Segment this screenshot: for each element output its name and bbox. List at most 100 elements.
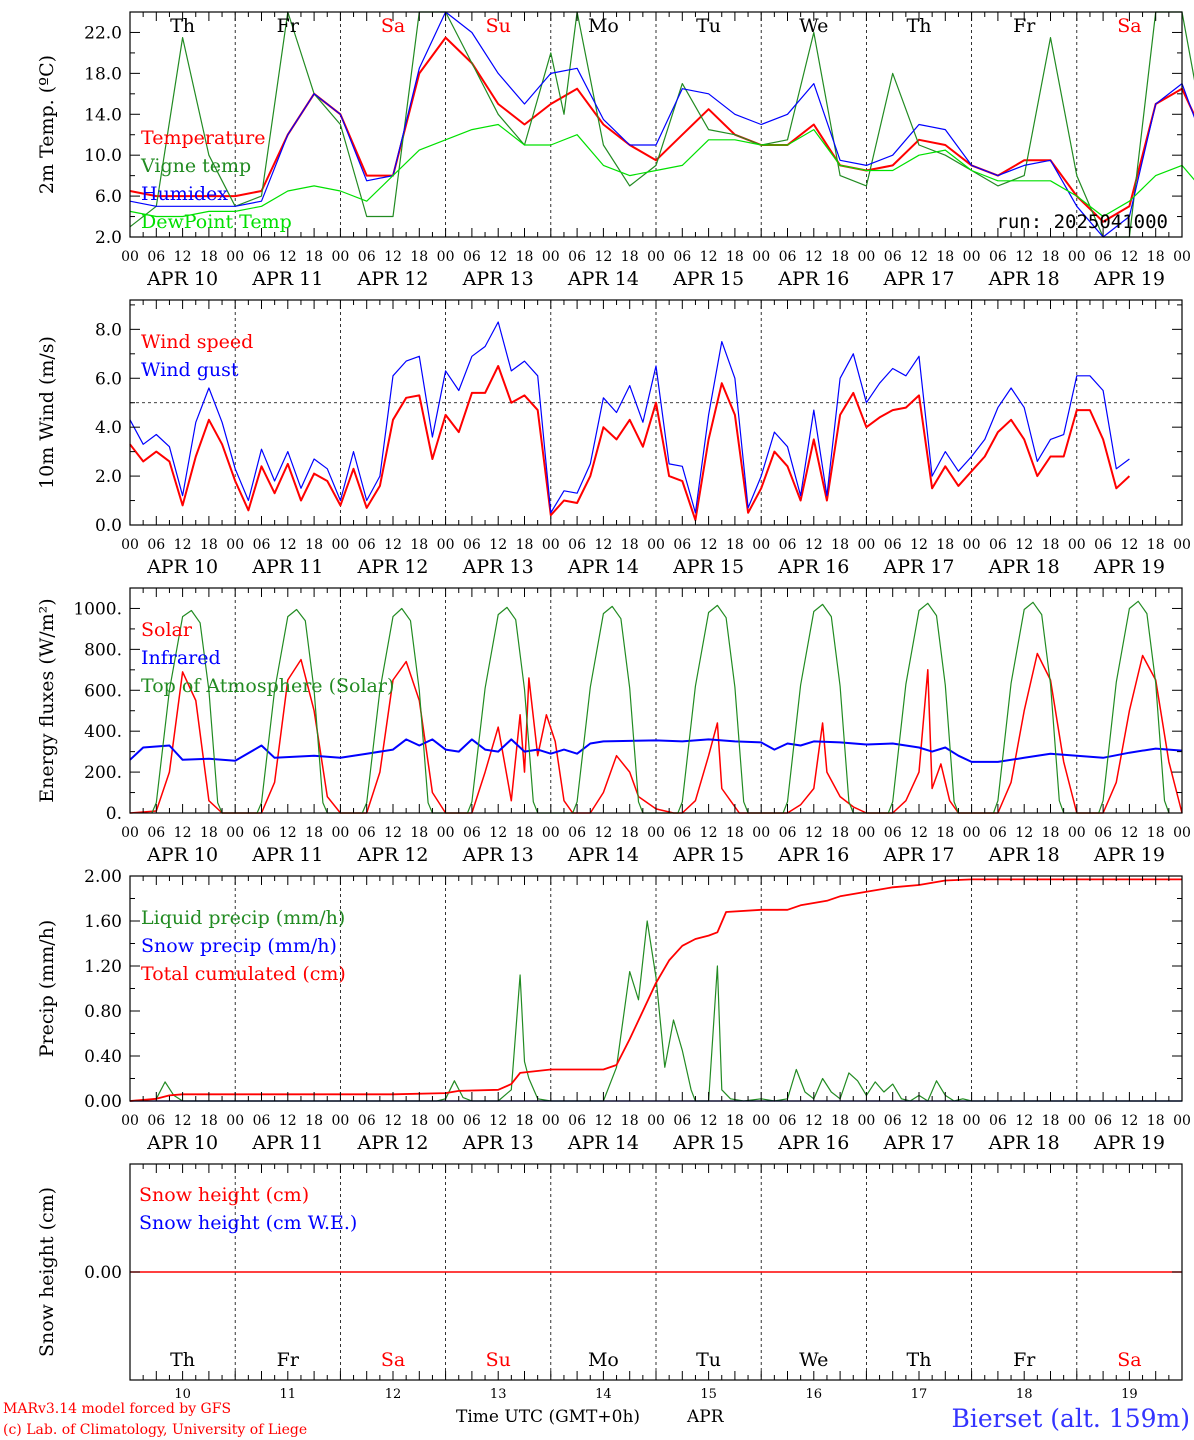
- run-label: run: 2025041000: [996, 211, 1168, 233]
- hour-label: 06: [147, 1113, 165, 1129]
- month-label: APR: [686, 1407, 725, 1427]
- day-name: Th: [907, 15, 932, 37]
- hour-label: 00: [647, 1113, 665, 1129]
- hour-label: 06: [253, 825, 271, 841]
- hour-label: 00: [542, 1113, 560, 1129]
- date-label: APR 12: [356, 844, 428, 866]
- date-label: APR 15: [672, 844, 744, 866]
- y-tick-label: 2.0: [95, 467, 122, 487]
- date-label: APR 19: [1093, 556, 1165, 578]
- day-name: Th: [170, 15, 195, 37]
- hour-label: 00: [437, 1113, 455, 1129]
- date-label: APR 16: [777, 844, 849, 866]
- y-tick-label: 0.40: [84, 1047, 122, 1067]
- panel-3: 0. 200. 400. 600. 800. 1000. Energy fluxes (W/…: [36, 587, 1191, 866]
- hour-label: 18: [621, 1113, 639, 1129]
- date-label: APR 17: [882, 556, 954, 578]
- hour-label: 00: [331, 537, 349, 553]
- y-tick-label: 8.0: [95, 320, 122, 340]
- hour-label: 12: [910, 249, 928, 265]
- hour-label: 00: [857, 537, 875, 553]
- hour-label: 06: [358, 249, 376, 265]
- day-number: 16: [806, 1387, 823, 1402]
- hour-label: 12: [594, 1113, 612, 1129]
- hour-label: 06: [1094, 249, 1112, 265]
- hour-label: 12: [1120, 825, 1138, 841]
- date-label: APR 13: [462, 556, 534, 578]
- day-name: Sa: [1117, 1349, 1141, 1371]
- day-name: Su: [486, 15, 511, 37]
- hour-label: 06: [989, 249, 1007, 265]
- y-tick-label: 0.: [106, 804, 122, 824]
- hour-label: 00: [857, 1113, 875, 1129]
- hour-label: 06: [568, 249, 586, 265]
- y-tick-label: 1.60: [84, 912, 122, 932]
- legend-entry-3: Top of Atmosphere (Solar): [141, 675, 394, 697]
- hour-label: 18: [726, 825, 744, 841]
- day-number: 14: [595, 1387, 612, 1402]
- legend-entry-1: Snow height (cm): [139, 1184, 309, 1206]
- day-name: Th: [907, 1349, 932, 1371]
- date-label: APR 10: [146, 556, 218, 578]
- panel-1: 2.0 6.0 10.0 14.0 18.0 22.0 2m Temp. (ºC) Tempe…: [36, 11, 1194, 290]
- hour-label: 18: [200, 537, 218, 553]
- hour-label: 18: [516, 249, 534, 265]
- hour-label: 18: [1147, 537, 1165, 553]
- hour-label: 06: [253, 249, 271, 265]
- y-tick-label: 600.: [84, 681, 122, 701]
- panel-5: 0.00 Snow height (cm) Snow height (cm) Snow…: [36, 1163, 1183, 1402]
- hour-label: 06: [358, 1113, 376, 1129]
- legend-entry-1: Temperature: [141, 127, 265, 149]
- y-tick-label: 0.00: [84, 1263, 122, 1283]
- y-axis-label: Snow height (cm): [36, 1187, 58, 1357]
- day-name: Sa: [1117, 15, 1141, 37]
- y-tick-label: 2.00: [84, 867, 122, 887]
- hour-label: 18: [831, 1113, 849, 1129]
- hour-label: 18: [1147, 249, 1165, 265]
- hour-label: 06: [673, 825, 691, 841]
- day-name: Mo: [588, 1349, 619, 1371]
- hour-label: 00: [331, 249, 349, 265]
- hour-label: 06: [673, 1113, 691, 1129]
- hour-label: 12: [594, 825, 612, 841]
- hour-label: 12: [1015, 825, 1033, 841]
- hour-label: 00: [226, 249, 244, 265]
- hour-label: 18: [726, 249, 744, 265]
- hour-label: 00: [542, 537, 560, 553]
- day-number: 11: [280, 1387, 297, 1402]
- legend-entry-1: Wind speed: [141, 331, 253, 353]
- hour-label: 06: [989, 825, 1007, 841]
- legend-entry-2: Wind gust: [141, 359, 239, 381]
- date-label: APR 13: [462, 268, 534, 290]
- y-tick-label: 1.20: [84, 957, 122, 977]
- y-tick-label: 10.0: [84, 146, 122, 166]
- date-label: APR 11: [251, 268, 323, 290]
- series-line-1: [129, 365, 1131, 522]
- hour-label: 12: [174, 249, 192, 265]
- hour-label: 18: [936, 537, 954, 553]
- hour-label: 12: [910, 537, 928, 553]
- legend-entry-3: Total cumulated (cm): [141, 963, 346, 985]
- date-label: APR 15: [672, 1132, 744, 1154]
- series-line-3: [129, 878, 1182, 1102]
- hour-label: 06: [463, 1113, 481, 1129]
- day-number: 15: [700, 1387, 717, 1402]
- hour-label: 18: [726, 1113, 744, 1129]
- day-number: 10: [174, 1387, 191, 1402]
- legend-entry-4: DewPoint Temp: [141, 211, 292, 233]
- hour-label: 06: [884, 537, 902, 553]
- hour-label: 12: [700, 249, 718, 265]
- day-name: Mo: [588, 15, 619, 37]
- hour-label: 06: [463, 249, 481, 265]
- hour-label: 06: [358, 825, 376, 841]
- hour-label: 06: [253, 537, 271, 553]
- hour-label: 18: [1042, 537, 1060, 553]
- day-number: 17: [911, 1387, 928, 1402]
- hour-label: 00: [647, 825, 665, 841]
- hour-label: 00: [857, 249, 875, 265]
- hour-label: 18: [200, 249, 218, 265]
- hour-label: 00: [1068, 537, 1086, 553]
- hour-label: 00: [121, 1113, 139, 1129]
- day-number: 18: [1016, 1387, 1033, 1402]
- date-label: APR 18: [988, 844, 1060, 866]
